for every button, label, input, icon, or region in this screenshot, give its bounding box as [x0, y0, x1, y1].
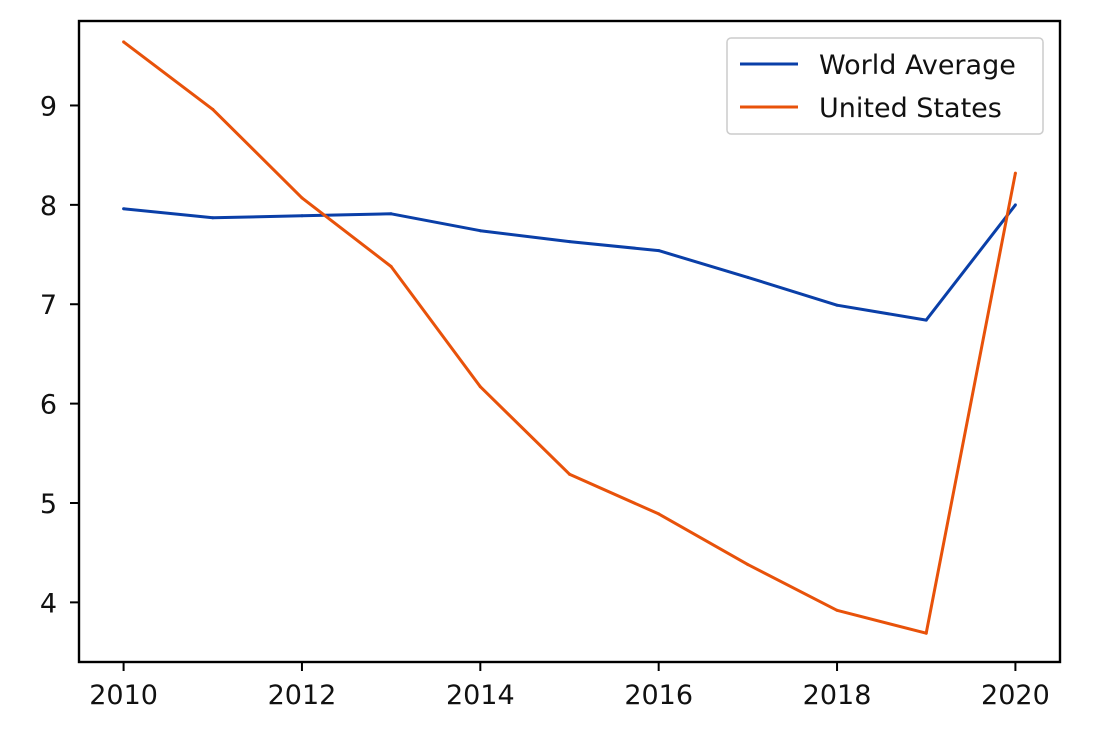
data-point-world-average — [300, 214, 304, 218]
x-tick-label: 2018 — [803, 680, 872, 711]
x-tick-label: 2020 — [981, 680, 1050, 711]
x-tick-label: 2014 — [446, 680, 515, 711]
y-tick-label: 9 — [40, 91, 57, 122]
y-tick-label: 4 — [40, 588, 57, 619]
y-axis: 4 5 6 7 8 9 — [40, 91, 79, 619]
data-point-united-states — [924, 631, 928, 635]
data-point-united-states — [122, 40, 126, 44]
data-point-united-states — [568, 472, 571, 476]
y-tick-label: 6 — [40, 390, 57, 421]
data-point-world-average — [389, 212, 393, 216]
x-axis: 2010 2012 2014 2016 2018 2020 — [89, 662, 1050, 711]
data-point-united-states — [389, 265, 393, 268]
legend-label-united-states: United States — [819, 93, 1002, 124]
data-point-united-states — [835, 608, 839, 612]
plot-series — [122, 40, 1017, 635]
x-tick-label: 2010 — [89, 680, 158, 711]
legend-label-world-average: World Average — [819, 50, 1016, 81]
data-point-united-states — [657, 512, 661, 516]
legend: World Average United States — [726, 37, 1044, 135]
data-point-world-average — [122, 207, 126, 211]
data-point-united-states — [1013, 171, 1017, 175]
x-tick-label: 2016 — [624, 680, 693, 711]
x-tick-label: 2012 — [268, 680, 337, 711]
data-point-united-states — [746, 563, 750, 567]
y-tick-label: 8 — [40, 191, 57, 222]
y-tick-label: 5 — [40, 489, 57, 520]
data-point-world-average — [924, 318, 928, 322]
data-point-united-states — [478, 385, 482, 389]
data-point-world-average — [1013, 203, 1017, 207]
data-point-world-average — [657, 249, 661, 253]
data-point-world-average — [746, 275, 750, 279]
data-point-world-average — [211, 216, 215, 220]
series-line-world-average — [123, 203, 1017, 322]
legend-box — [726, 37, 1044, 135]
y-tick-label: 7 — [40, 290, 57, 321]
data-point-united-states — [300, 196, 304, 200]
data-point-world-average — [568, 240, 571, 244]
data-point-world-average — [835, 303, 839, 307]
data-point-united-states — [211, 107, 215, 111]
plot-frame — [77, 19, 1062, 664]
data-point-world-average — [478, 229, 482, 233]
